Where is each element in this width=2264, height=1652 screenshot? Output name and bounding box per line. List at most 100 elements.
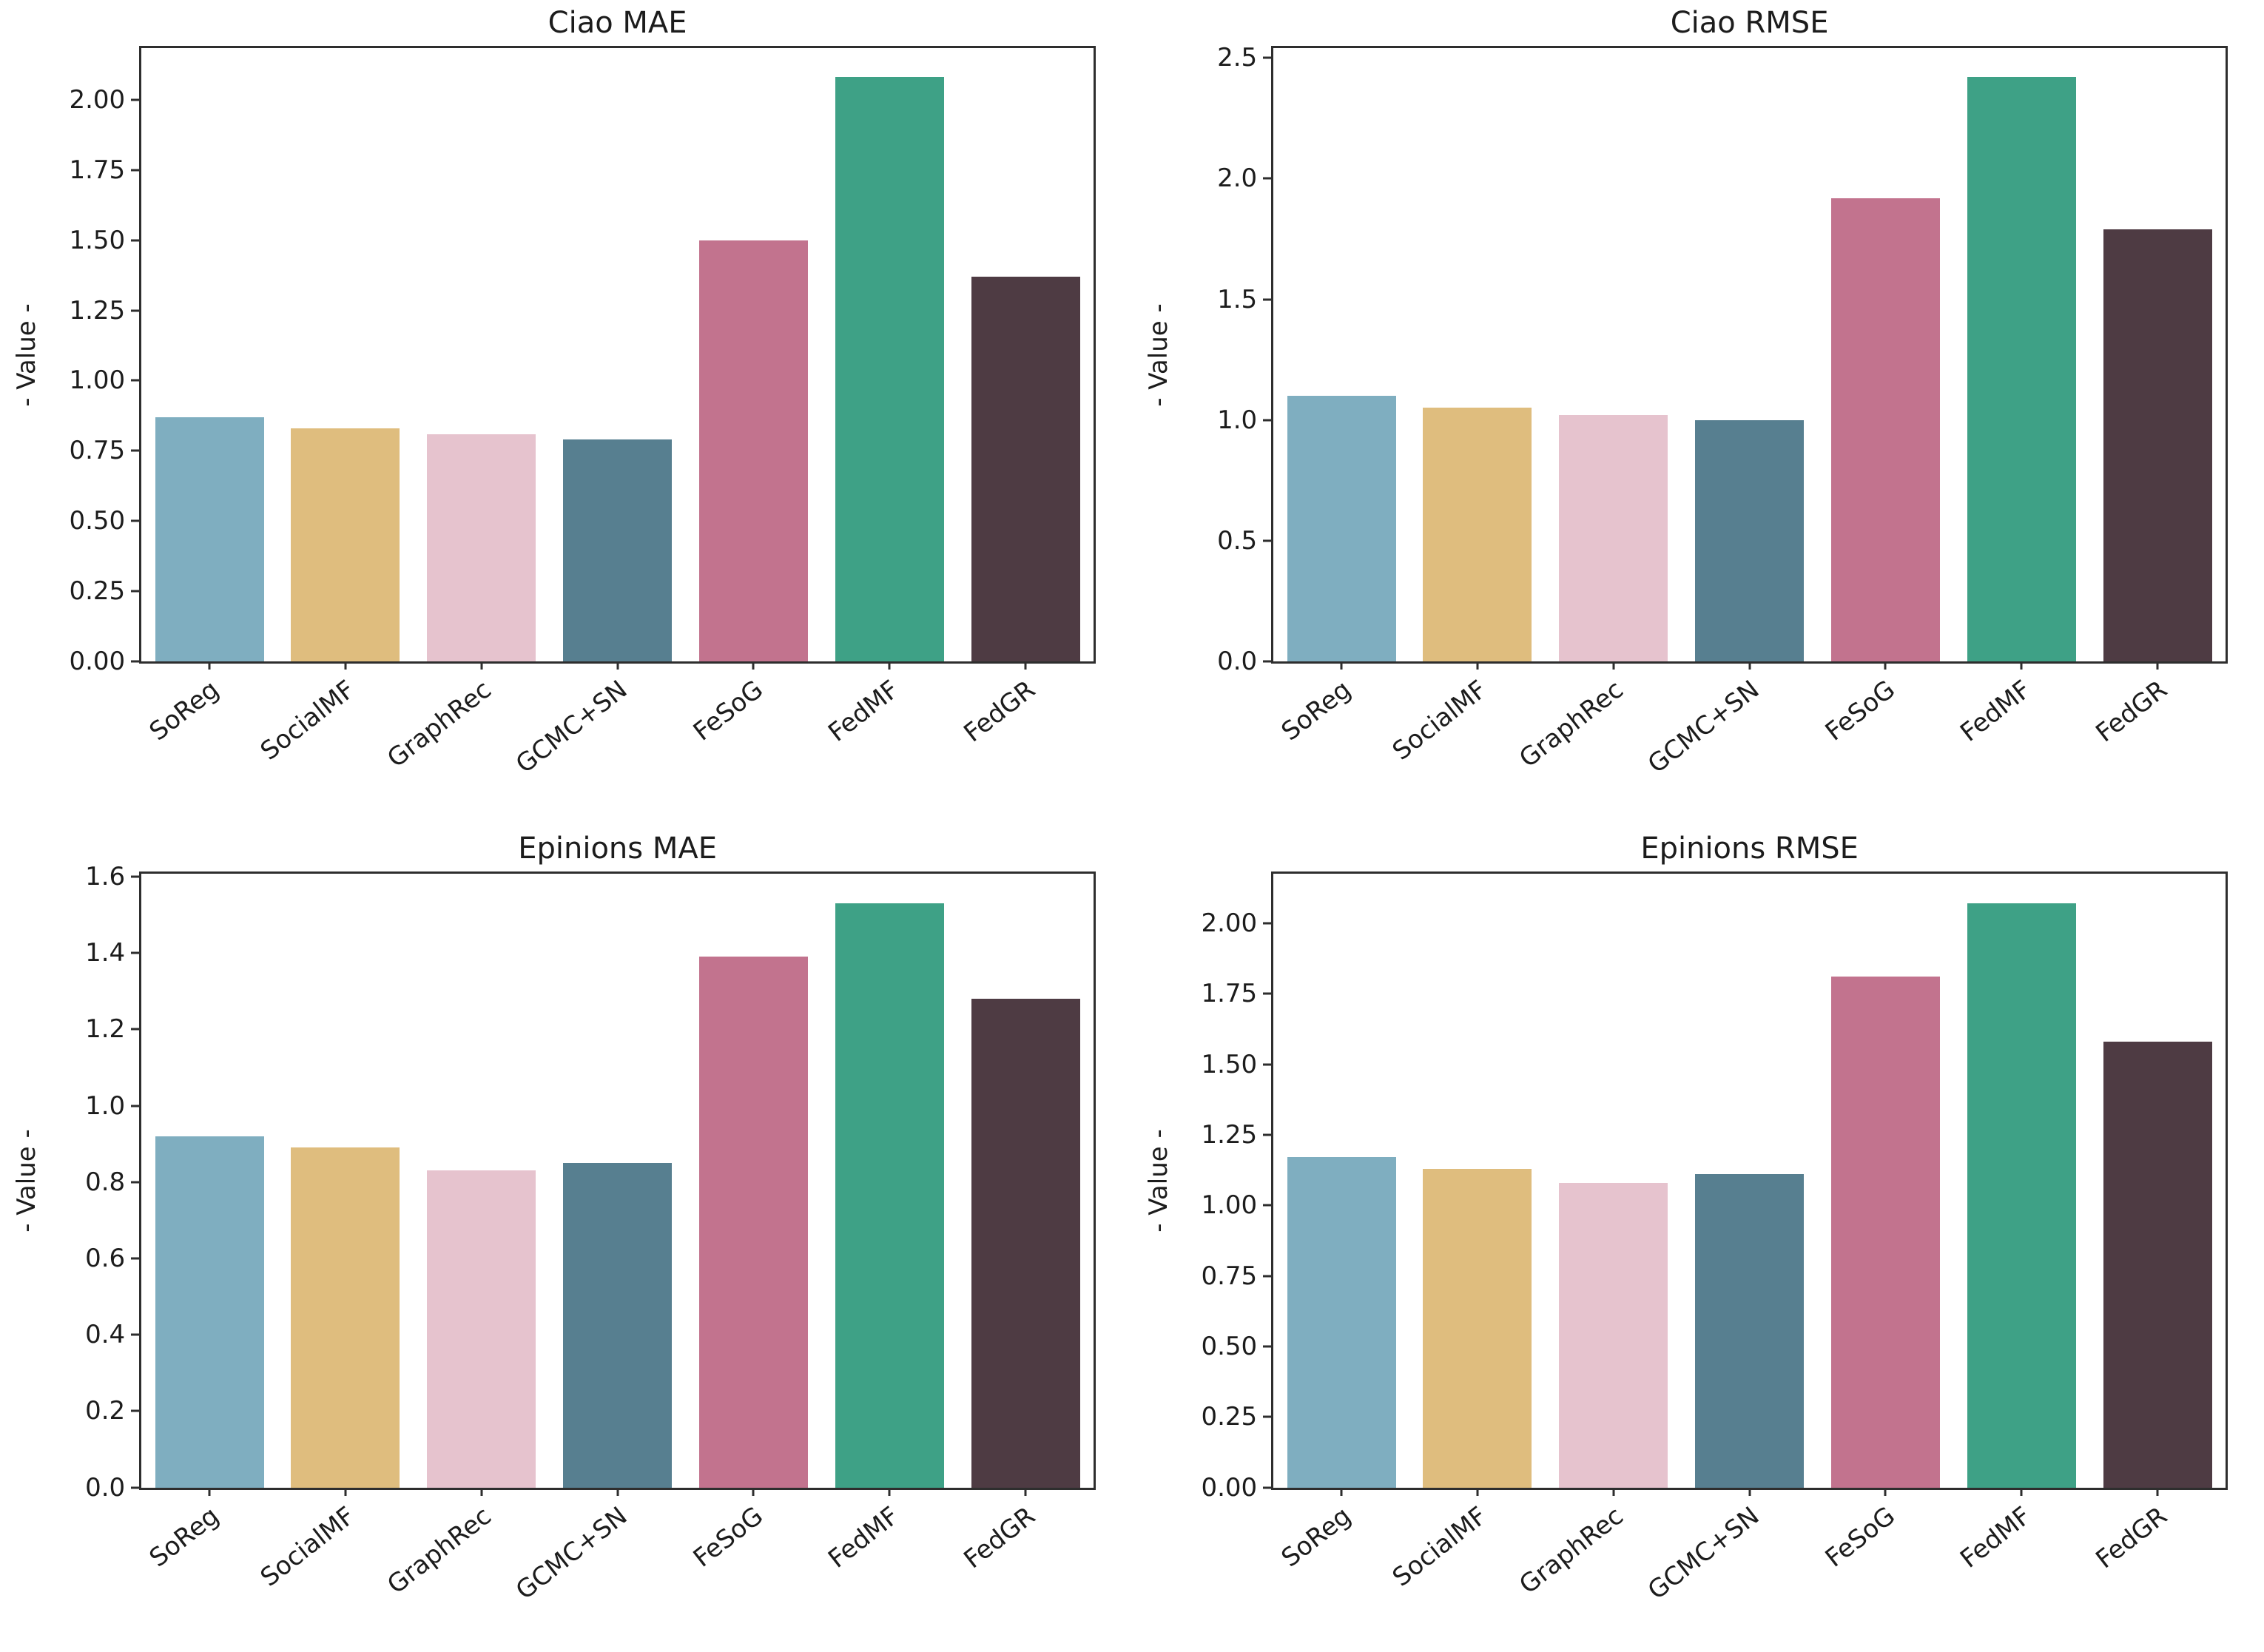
x-tick-label-SocialMF: SocialMF — [255, 1500, 361, 1593]
chart-ciao-rmse: Ciao RMSE - Value - 0.0 0.5 1.0 1.5 2.0 2.5 So… — [1132, 0, 2264, 826]
bar-GraphRec — [427, 434, 536, 662]
x-tick-label-FeSoG: FeSoG — [687, 1500, 769, 1574]
x-tick-label-FedGR: FedGR — [958, 675, 1041, 749]
y-tick-mark — [131, 519, 140, 522]
bar-FeSoG — [1830, 198, 1940, 662]
y-tick-label: 0.6 — [85, 1244, 126, 1274]
y-tick-mark — [1263, 1133, 1272, 1136]
x-tick-mark — [616, 661, 619, 670]
bar-GraphRec — [1559, 415, 1668, 662]
x-tick-mark — [2020, 661, 2023, 670]
y-tick-mark — [1263, 1204, 1272, 1207]
plot-area: 0.00 0.25 0.50 0.75 1.00 1.25 1.50 1.75 2.00 SoRe… — [1201, 871, 2228, 1605]
plot-area: 0.0 0.5 1.0 1.5 2.0 2.5 SoReg SocialMF GraphRec G… — [1217, 43, 2228, 780]
x-tick-label-GCMC+SN: GCMC+SN — [1642, 675, 1765, 780]
y-tick-label: 1.75 — [1201, 979, 1258, 1009]
chart-ciao-mae: Ciao MAE - Value - 0.00 0.25 0.50 0.75 1.00 1… — [0, 0, 1132, 826]
y-tick-mark — [1263, 1415, 1272, 1418]
y-tick-label: 0.00 — [1201, 1472, 1258, 1503]
x-tick-label-SoReg: SoReg — [1276, 675, 1357, 747]
x-tick-label-FeSoG: FeSoG — [1819, 1500, 1901, 1574]
bar-SocialMF — [1423, 408, 1532, 662]
y-tick-mark — [131, 1181, 140, 1184]
y-tick-mark — [131, 98, 140, 101]
x-tick-label-SocialMF: SocialMF — [255, 675, 361, 766]
x-tick-label-SocialMF: SocialMF — [1387, 675, 1493, 766]
x-tick-label-GCMC+SN: GCMC+SN — [510, 1500, 633, 1606]
bar-FedGR — [2103, 229, 2212, 662]
x-tick-label-FeSoG: FeSoG — [687, 675, 769, 747]
bar-GraphRec — [1559, 1182, 1668, 1488]
y-tick-label: 1.6 — [85, 862, 126, 892]
x-tick-mark — [480, 661, 483, 670]
chart-epinions-mae: Epinions MAE - Value - 0.0 0.2 0.4 0.6 0.8 1.… — [0, 826, 1132, 1652]
y-tick-mark — [131, 951, 140, 954]
x-tick-mark — [1024, 1487, 1027, 1496]
y-tick-label: 1.00 — [1201, 1190, 1258, 1221]
y-axis-label-box: - Value - — [1142, 871, 1175, 1489]
y-tick-label: 2.00 — [1201, 908, 1258, 938]
y-axis-label: - Value - — [11, 303, 41, 407]
y-tick-mark — [131, 239, 140, 242]
y-tick-mark — [131, 309, 140, 312]
y-tick-label: 2.00 — [69, 84, 126, 115]
bar-FedGR — [971, 999, 1080, 1488]
x-tick-mark — [2156, 1487, 2159, 1496]
y-axis-label: - Value - — [1143, 1129, 1173, 1233]
plot-area: 0.00 0.25 0.50 0.75 1.00 1.25 1.50 1.75 2.00 SoRe… — [69, 45, 1096, 780]
y-tick-mark — [131, 590, 140, 593]
y-tick-mark — [131, 1028, 140, 1031]
y-tick-label: 0.50 — [1201, 1331, 1258, 1361]
bar-FedMF — [1967, 77, 2076, 662]
x-tick-label-FedGR: FedGR — [958, 1500, 1041, 1574]
y-tick-label: 1.00 — [69, 365, 126, 396]
y-tick-label: 1.0 — [1217, 405, 1258, 435]
x-tick-label-GraphRec: GraphRec — [1513, 675, 1629, 774]
y-tick-label: 0.0 — [85, 1472, 126, 1503]
y-tick-label: 0.75 — [69, 436, 126, 466]
x-tick-mark — [208, 1487, 211, 1496]
bar-GCMC+SN — [1695, 1174, 1805, 1488]
x-tick-mark — [888, 661, 891, 670]
y-tick-mark — [131, 1486, 140, 1489]
bar-FedMF — [1967, 903, 2076, 1488]
y-tick-label: 1.25 — [69, 295, 126, 326]
x-tick-mark — [1884, 661, 1887, 670]
y-tick-mark — [1263, 298, 1272, 301]
x-tick-label-SoReg: SoReg — [144, 675, 225, 747]
y-tick-mark — [1263, 1275, 1272, 1278]
chart-title: Ciao MAE — [548, 5, 687, 40]
plot-area: 0.0 0.2 0.4 0.6 0.8 1.0 1.2 1.4 1.6 SoReg SocialMF… — [85, 862, 1096, 1605]
x-tick-label-SocialMF: SocialMF — [1387, 1500, 1493, 1593]
y-tick-label: 1.4 — [85, 938, 126, 968]
bar-SoReg — [1287, 1157, 1396, 1488]
y-tick-label: 0.25 — [1201, 1402, 1258, 1432]
y-tick-mark — [131, 449, 140, 452]
y-axis-label-box: - Value - — [10, 46, 43, 664]
y-tick-mark — [131, 169, 140, 172]
y-tick-label: 0.0 — [1217, 647, 1258, 677]
x-tick-mark — [1340, 1487, 1343, 1496]
x-tick-mark — [888, 1487, 891, 1496]
y-tick-label: 1.5 — [1217, 284, 1258, 314]
x-tick-mark — [1884, 1487, 1887, 1496]
y-tick-mark — [1263, 660, 1272, 663]
y-tick-label: 2.0 — [1217, 163, 1258, 194]
y-tick-mark — [1263, 419, 1272, 422]
x-tick-label-GCMC+SN: GCMC+SN — [1642, 1500, 1765, 1606]
x-tick-mark — [752, 1487, 755, 1496]
chart-title: Epinions MAE — [518, 832, 717, 866]
x-tick-mark — [208, 661, 211, 670]
x-tick-label-SoReg: SoReg — [144, 1500, 225, 1573]
x-tick-mark — [616, 1487, 619, 1496]
bar-FeSoG — [1830, 977, 1940, 1488]
x-tick-mark — [1612, 661, 1615, 670]
x-tick-mark — [1748, 661, 1751, 670]
chart-title: Epinions RMSE — [1640, 832, 1859, 866]
y-tick-label: 0.8 — [85, 1167, 126, 1197]
x-tick-mark — [344, 661, 347, 670]
y-tick-mark — [131, 875, 140, 878]
y-tick-label: 2.5 — [1217, 43, 1258, 73]
bar-FeSoG — [698, 240, 808, 662]
